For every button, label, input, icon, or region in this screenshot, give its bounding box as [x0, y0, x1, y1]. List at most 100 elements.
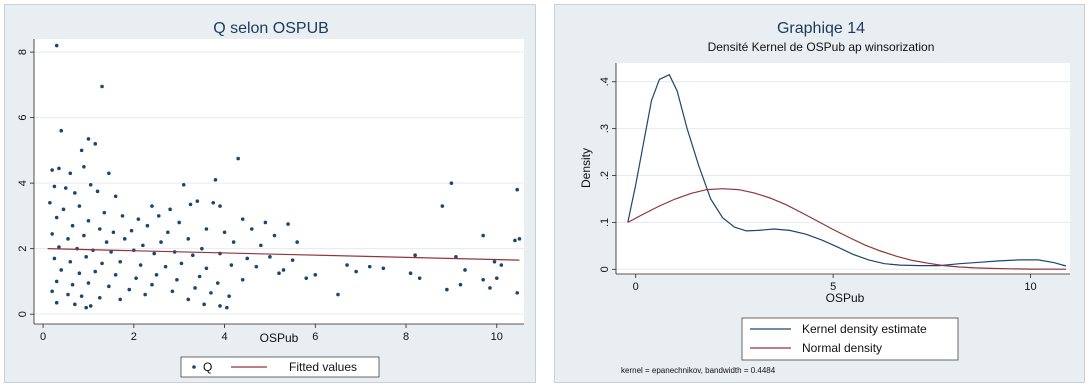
y-tick-label: .3 [599, 124, 611, 133]
scatter-point [313, 273, 318, 277]
scatter-point [236, 156, 240, 161]
scatter-point [86, 219, 91, 223]
scatter-point [290, 258, 295, 262]
scatter-point [50, 289, 54, 294]
scatter-point [417, 276, 422, 280]
scatter-point [240, 277, 245, 282]
scatter-point [304, 276, 309, 280]
scatter-point [281, 268, 286, 272]
scatter-point [213, 178, 218, 182]
scatter-point [195, 199, 200, 203]
x-tick-label: 2 [131, 331, 137, 343]
scatter-point [150, 204, 154, 208]
scatter-point [113, 273, 118, 277]
scatter-point [186, 297, 191, 302]
scatter-point [48, 200, 52, 205]
y-tick-label: 0 [17, 311, 29, 317]
scatter-point [211, 200, 216, 205]
scatter-point [145, 223, 150, 228]
scatter-point [134, 276, 138, 280]
x-tick-label: 0 [633, 281, 639, 293]
x-axis-label: OSPub [260, 331, 299, 345]
scatter-point [168, 207, 172, 212]
scatter-point [181, 182, 186, 187]
scatter-point [492, 259, 497, 264]
y-tick-label: 6 [17, 115, 29, 121]
y-tick-label: 4 [17, 180, 29, 186]
scatter-point [113, 194, 118, 199]
scatter-point [263, 220, 268, 225]
scatter-point [54, 43, 59, 48]
scatter-point [152, 251, 157, 256]
y-tick-label: .4 [599, 77, 611, 86]
x-tick-label: 6 [312, 331, 318, 343]
scatter-point [227, 294, 231, 298]
scatter-point [515, 291, 519, 295]
scatter-point [218, 304, 222, 308]
scatter-point [100, 84, 104, 89]
scatter-point [163, 264, 168, 269]
legend: Kernel density estimate Normal density [741, 317, 959, 361]
scatter-point [54, 215, 59, 220]
scatter-point [218, 204, 222, 208]
scatter-point [95, 189, 100, 194]
scatter-point [122, 237, 127, 241]
scatter-point [54, 300, 59, 305]
fitted-line [47, 248, 520, 261]
scatter-point [77, 204, 82, 208]
x-tick-label: 5 [830, 281, 836, 293]
scatter-point [481, 277, 485, 282]
scatter-point [59, 268, 64, 272]
axes: 0 2 4 6 8 0 2 4 6 8 10 [17, 39, 524, 343]
chart-title: Q selon OSPUB [213, 20, 329, 37]
legend-box [741, 317, 959, 361]
panel-scatter: Q selon OSPUB 0 2 4 6 8 0 2 4 6 8 10 OSPub Q Fitte… [4, 4, 536, 383]
scatter-point [204, 227, 209, 231]
scatter-point [154, 273, 159, 277]
scatter-point [481, 233, 485, 238]
scatter-point [381, 266, 386, 271]
legend: Q Fitted values [180, 356, 380, 378]
scatter-point [188, 202, 193, 207]
grid [616, 81, 1070, 270]
scatter-point [225, 305, 229, 310]
scatter-point [79, 294, 84, 298]
scatter-point [97, 295, 102, 300]
scatter-point [52, 256, 57, 261]
scatter-point [170, 289, 175, 294]
scatter-point [513, 238, 517, 243]
scatter-point [245, 256, 250, 261]
panel-density: Graphiqe 14 Densité Kernel de OSPub ap w… [554, 4, 1085, 383]
scatter-point [166, 230, 170, 235]
scatter-point [57, 245, 61, 249]
y-tick-label: .2 [599, 171, 611, 180]
scatter-point [136, 217, 141, 221]
scatter-point [143, 292, 147, 297]
y-tick-label: .1 [599, 218, 611, 227]
scatter-point [82, 233, 86, 238]
scatter-point [515, 187, 519, 192]
legend-label-normal: Normal density [802, 341, 882, 355]
x-tick-label: 8 [403, 331, 409, 343]
scatter-point [277, 271, 281, 276]
scatter-point [463, 268, 467, 272]
plot-area [34, 39, 524, 324]
scatter-point [286, 222, 290, 226]
scatter-point [77, 271, 82, 276]
scatter-point [118, 259, 123, 264]
scatter-point [84, 305, 88, 310]
scatter-point [156, 214, 161, 218]
scatter-point [354, 269, 358, 274]
scatter-point [204, 266, 209, 271]
scatter-point [70, 282, 75, 287]
scatter-point [499, 263, 504, 267]
scatter-point [100, 261, 104, 266]
scatter-point [345, 263, 349, 267]
x-tick-label: 4 [221, 331, 227, 343]
y-axis-label: Density [579, 148, 593, 188]
scatter-point [73, 302, 77, 307]
kernel-note: kernel = epanechnikov, bandwidth = 0.448… [621, 366, 776, 375]
scatter-point [88, 182, 93, 187]
density-lines [627, 73, 1067, 270]
scatter-point [209, 291, 213, 295]
